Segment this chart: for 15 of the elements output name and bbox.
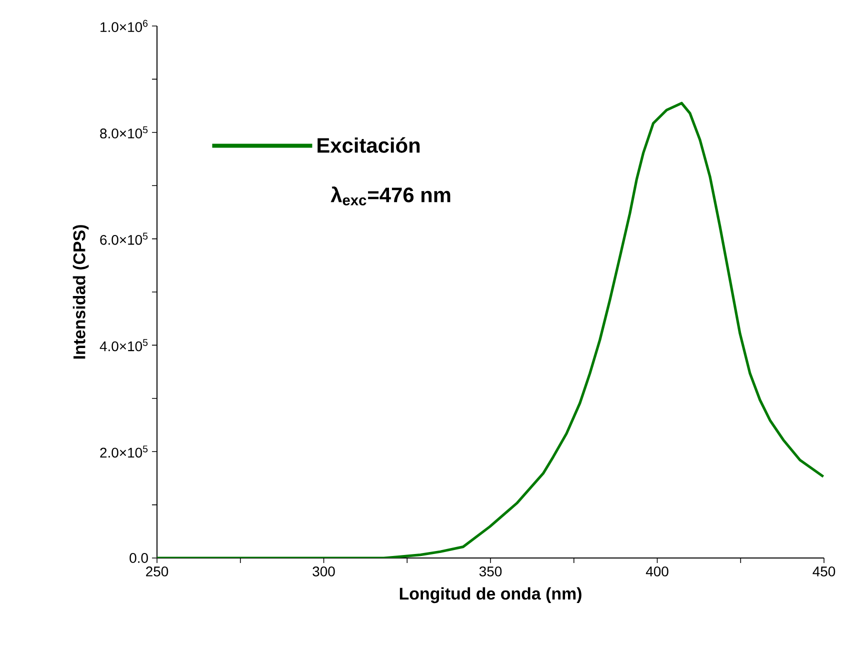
x-tick-label: 250 [146,566,168,576]
legend-label: Excitación [318,137,420,153]
y-axis-title: Intensidad (CPS) [72,225,89,359]
y-tick-label: 8.0×10$^{5}$ [100,126,148,138]
y-tick-label: 1.0×10$^{6}$ [100,20,148,32]
y-tick-label: 2.0×10$^{5}$ [100,446,148,458]
x-tick-label: 400 [646,566,668,576]
y-tick-label: 6.0×10$^{5}$ [100,232,148,245]
y-tick-label: 0.0 [130,553,148,563]
x-axis-title: Longitud de onda (nm) [400,587,582,604]
x-tick-label: 450 [812,566,836,576]
x-tick-label: 350 [479,566,502,576]
y-tick-label: 4.0×10$^{5}$ [100,339,148,352]
annotation: λ$_{exc}$=476 nm [330,186,450,206]
x-tick-label: 300 [312,566,335,576]
